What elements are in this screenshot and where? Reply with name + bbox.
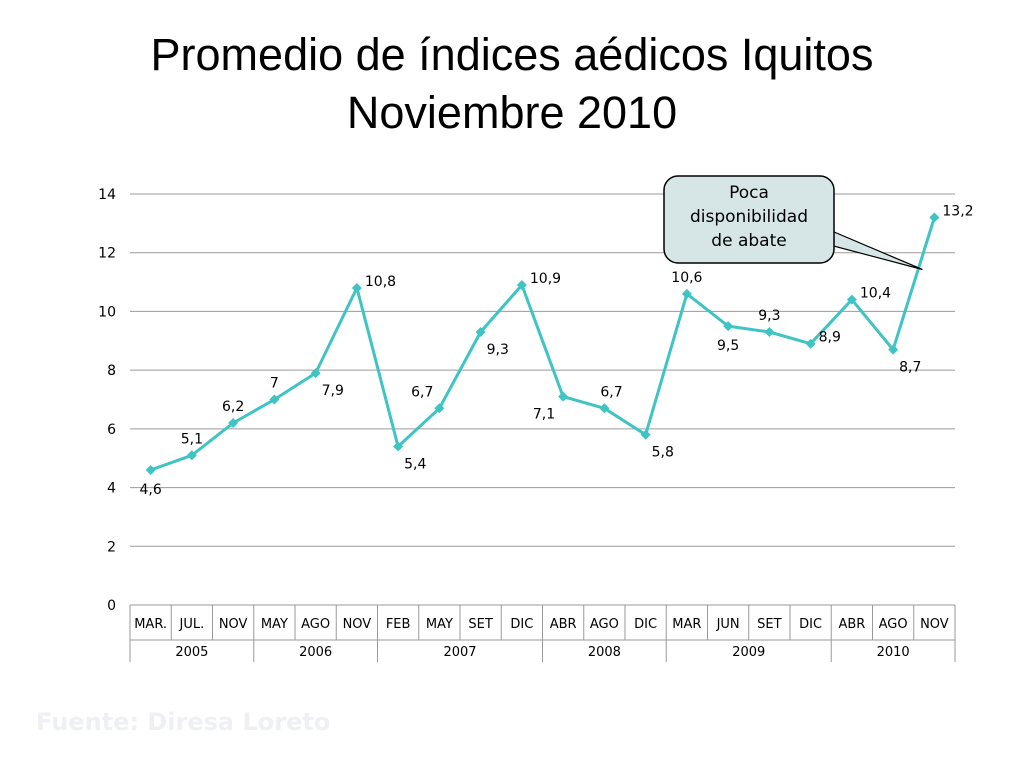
y-tick-label: 4 — [107, 481, 116, 497]
data-point — [888, 344, 899, 355]
data-label: 13,2 — [942, 203, 973, 219]
data-label: 10,8 — [365, 274, 396, 290]
callout: Poca disponibilidad de abate — [663, 175, 923, 271]
data-point — [228, 417, 239, 428]
category-label: AGO — [590, 617, 619, 632]
data-point — [846, 294, 857, 305]
data-label: 9,3 — [487, 342, 509, 358]
y-axis-ticks: 0 2 4 6 8 10 12 14 — [98, 187, 116, 614]
category-label: SET — [468, 617, 492, 632]
series-line — [150, 217, 936, 472]
category-table: MAR. JUL. NOV MAY AGO NOV FEB MAY SET DIC ABR AGO DI… — [129, 605, 956, 662]
data-label: 5,4 — [404, 456, 426, 472]
data-label: 6,2 — [222, 399, 244, 415]
data-label: 6,7 — [600, 384, 622, 400]
data-label: 7,9 — [322, 383, 344, 399]
y-tick-label: 6 — [107, 422, 116, 438]
year-label: 2005 — [175, 645, 208, 660]
data-label: 7 — [270, 376, 279, 392]
year-label: 2006 — [299, 645, 332, 660]
y-tick-label: 2 — [107, 539, 116, 555]
year-label: 2008 — [588, 645, 621, 660]
category-label: ABR — [550, 617, 577, 632]
data-label: 8,7 — [899, 360, 921, 376]
category-label: ABR — [838, 617, 865, 632]
data-point — [640, 429, 651, 440]
year-label: 2007 — [443, 645, 476, 660]
category-label: NOV — [343, 617, 372, 632]
data-point — [145, 464, 156, 475]
category-label: MAY — [426, 617, 453, 632]
callout-seam — [818, 227, 832, 243]
title-line-2: Noviembre 2010 — [346, 87, 678, 138]
callout-box — [663, 175, 835, 264]
data-point — [434, 403, 445, 414]
data-label: 7,1 — [533, 407, 555, 423]
category-label: NOV — [219, 617, 248, 632]
data-point — [516, 280, 527, 291]
category-label: DIC — [799, 617, 822, 632]
callout-text-line: Poca — [729, 183, 769, 203]
title-line-1: Promedio de índices aédicos Iquitos — [150, 29, 874, 80]
y-tick-label: 10 — [98, 304, 116, 320]
data-label: 9,5 — [717, 338, 739, 354]
data-labels: 4,6 5,1 6,2 7 7,9 10,8 5,4 6,7 9,3 10,9 7,1 6,7 5,8 1… — [139, 203, 973, 497]
source-footer: Fuente: Diresa Loreto — [36, 708, 331, 736]
data-label: 9,3 — [758, 308, 780, 324]
data-label: 10,9 — [530, 271, 561, 287]
year-label: 2010 — [877, 645, 910, 660]
category-label: JUL. — [179, 617, 205, 632]
callout-text-line: de abate — [711, 231, 786, 251]
category-label: MAR. — [134, 617, 167, 632]
data-point — [186, 450, 197, 461]
y-tick-label: 12 — [98, 246, 116, 262]
data-points — [145, 212, 940, 475]
data-label: 5,1 — [181, 431, 203, 447]
data-label: 10,6 — [671, 270, 702, 286]
data-point — [351, 282, 362, 293]
category-label: AGO — [301, 617, 330, 632]
category-label: DIC — [510, 617, 533, 632]
data-label: 4,6 — [139, 482, 161, 498]
data-label: 6,7 — [411, 384, 433, 400]
data-point — [723, 321, 734, 332]
category-label: DIC — [634, 617, 657, 632]
data-label: 10,4 — [860, 286, 891, 302]
category-label: FEB — [386, 617, 411, 632]
category-label: SET — [757, 617, 781, 632]
data-point — [681, 288, 692, 299]
year-label: 2009 — [732, 645, 765, 660]
category-label: AGO — [879, 617, 908, 632]
category-label: NOV — [920, 617, 949, 632]
category-label: MAY — [261, 617, 288, 632]
y-tick-label: 14 — [98, 187, 116, 203]
data-point — [929, 212, 940, 223]
y-tick-label: 0 — [107, 598, 116, 614]
y-tick-label: 8 — [107, 363, 116, 379]
data-label: 8,9 — [819, 330, 841, 346]
data-point — [475, 326, 486, 337]
data-point — [764, 326, 775, 337]
data-point — [558, 391, 569, 402]
data-point — [805, 338, 816, 349]
callout-pointer — [819, 224, 923, 271]
data-point — [310, 368, 321, 379]
data-point — [269, 394, 280, 405]
data-point — [599, 403, 610, 414]
data-point — [393, 441, 404, 452]
slide-title: Promedio de índices aédicos Iquitos Novi… — [0, 26, 1024, 142]
callout-text-line: disponibilidad — [690, 207, 808, 227]
category-label: JUN — [716, 617, 740, 632]
series-line-layer — [150, 217, 936, 472]
data-label: 5,8 — [652, 445, 674, 461]
category-label: MAR — [672, 617, 701, 632]
